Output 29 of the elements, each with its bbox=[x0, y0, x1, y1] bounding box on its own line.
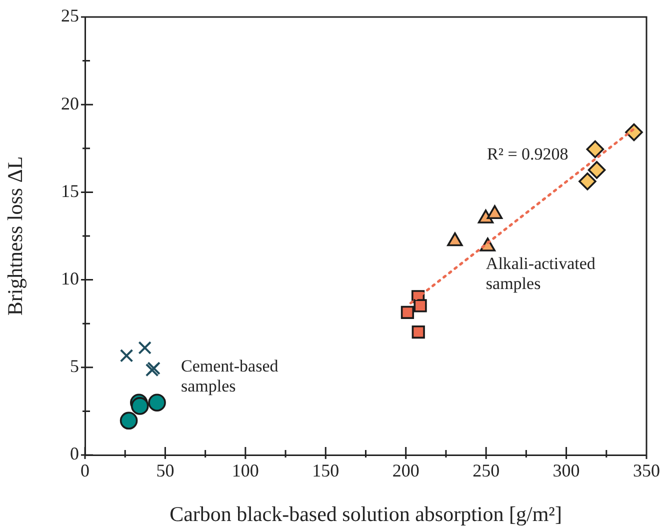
x-axis-title: Carbon black-based solution absorption [g/m²] bbox=[170, 502, 562, 526]
x-tick-label: 100 bbox=[232, 460, 259, 481]
y-tick-label: 25 bbox=[61, 6, 79, 26]
y-tick-label: 10 bbox=[61, 268, 79, 289]
y-tick-label: 0 bbox=[70, 444, 79, 464]
point bbox=[130, 397, 149, 415]
y-tick-label: 15 bbox=[61, 180, 79, 201]
y-axis-title: Brightness loss ΔL bbox=[3, 156, 28, 316]
y-tick-label: 20 bbox=[61, 93, 79, 114]
point bbox=[586, 140, 604, 158]
point bbox=[588, 161, 606, 179]
point bbox=[400, 306, 414, 319]
point bbox=[148, 394, 166, 412]
point bbox=[414, 299, 427, 312]
point bbox=[120, 349, 134, 362]
annotation: Cement-based samples bbox=[181, 356, 279, 396]
annotation: Alkali-activated samples bbox=[486, 254, 596, 293]
point bbox=[138, 341, 152, 354]
x-tick-label: 150 bbox=[312, 460, 340, 481]
y-tick-label: 5 bbox=[70, 356, 79, 376]
x-tick-label: 50 bbox=[156, 460, 174, 481]
point bbox=[578, 172, 596, 190]
x-tick-label: 300 bbox=[552, 460, 580, 481]
annotation: R² = 0.9208 bbox=[487, 144, 568, 164]
x-tick-label: 200 bbox=[392, 460, 420, 481]
point bbox=[412, 325, 425, 339]
x-tick-label: 250 bbox=[472, 460, 500, 481]
point bbox=[120, 412, 138, 430]
x-tick-label: 350 bbox=[633, 460, 660, 481]
